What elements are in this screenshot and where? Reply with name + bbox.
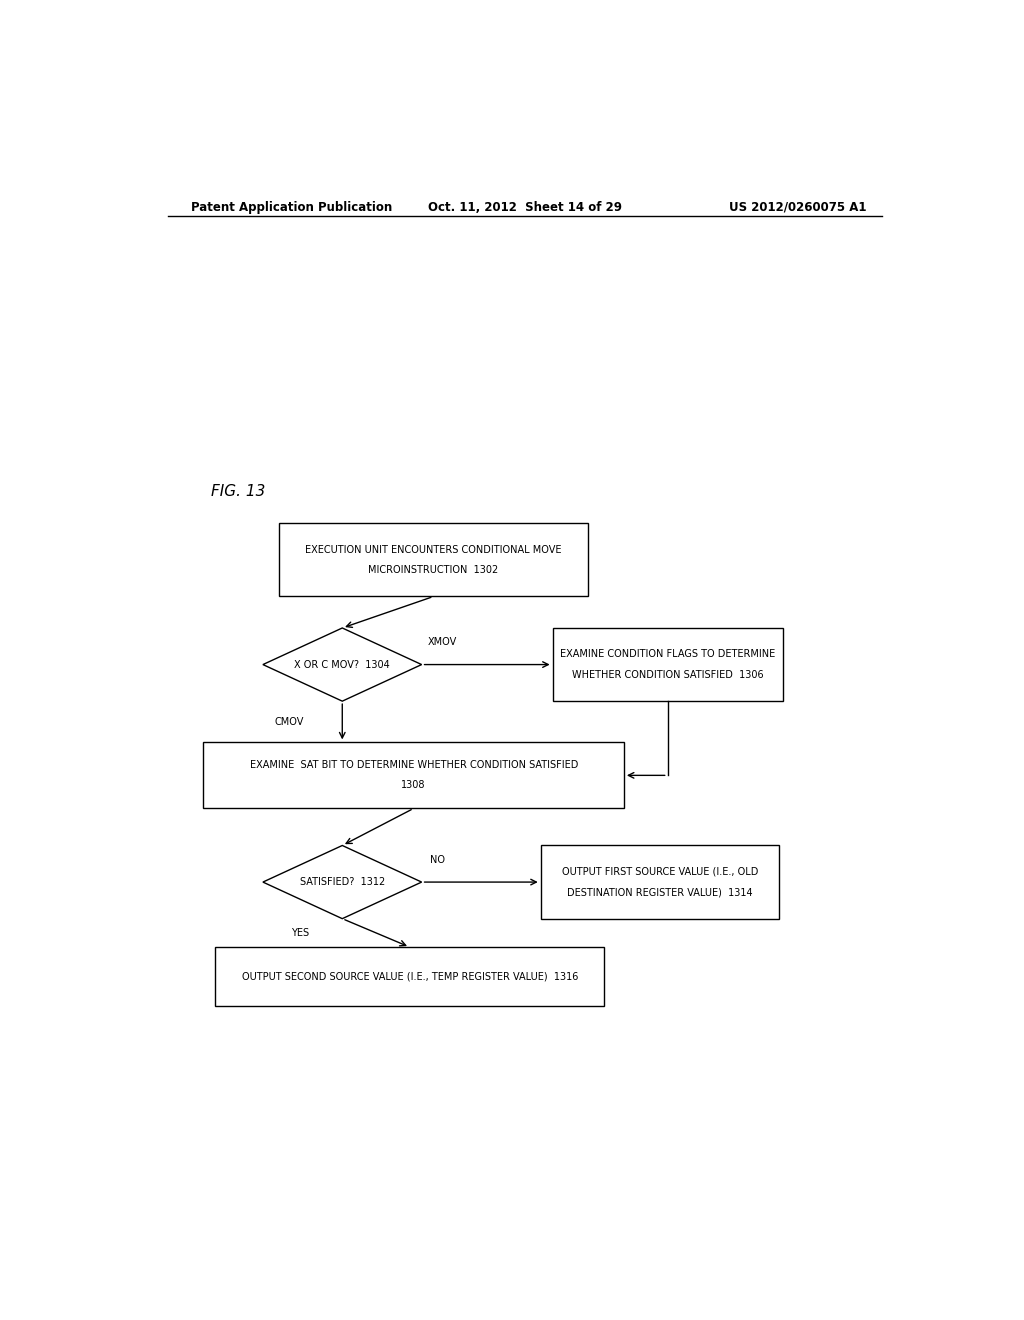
- Text: EXAMINE  SAT BIT TO DETERMINE WHETHER CONDITION SATISFIED: EXAMINE SAT BIT TO DETERMINE WHETHER CON…: [250, 760, 578, 771]
- FancyBboxPatch shape: [204, 742, 624, 808]
- Text: EXECUTION UNIT ENCOUNTERS CONDITIONAL MOVE: EXECUTION UNIT ENCOUNTERS CONDITIONAL MO…: [305, 545, 562, 554]
- Polygon shape: [263, 846, 422, 919]
- Text: CMOV: CMOV: [274, 717, 304, 727]
- FancyBboxPatch shape: [279, 523, 588, 597]
- Text: XMOV: XMOV: [428, 638, 458, 647]
- Text: DESTINATION REGISTER VALUE)  1314: DESTINATION REGISTER VALUE) 1314: [567, 887, 753, 898]
- Text: Patent Application Publication: Patent Application Publication: [191, 201, 393, 214]
- Text: FIG. 13: FIG. 13: [211, 484, 265, 499]
- Text: EXAMINE CONDITION FLAGS TO DETERMINE: EXAMINE CONDITION FLAGS TO DETERMINE: [560, 649, 775, 659]
- Text: YES: YES: [291, 928, 309, 939]
- Text: NO: NO: [430, 855, 444, 865]
- Text: 1308: 1308: [401, 780, 426, 791]
- Text: Oct. 11, 2012  Sheet 14 of 29: Oct. 11, 2012 Sheet 14 of 29: [428, 201, 622, 214]
- Text: SATISFIED?  1312: SATISFIED? 1312: [300, 876, 385, 887]
- FancyBboxPatch shape: [541, 846, 779, 919]
- Text: US 2012/0260075 A1: US 2012/0260075 A1: [728, 201, 866, 214]
- Text: MICROINSTRUCTION  1302: MICROINSTRUCTION 1302: [369, 565, 499, 576]
- Text: X OR C MOV?  1304: X OR C MOV? 1304: [294, 660, 390, 669]
- FancyBboxPatch shape: [553, 628, 782, 701]
- Text: OUTPUT SECOND SOURCE VALUE (I.E., TEMP REGISTER VALUE)  1316: OUTPUT SECOND SOURCE VALUE (I.E., TEMP R…: [242, 972, 578, 982]
- Text: OUTPUT FIRST SOURCE VALUE (I.E., OLD: OUTPUT FIRST SOURCE VALUE (I.E., OLD: [561, 867, 758, 876]
- Polygon shape: [263, 628, 422, 701]
- FancyBboxPatch shape: [215, 948, 604, 1006]
- Text: WHETHER CONDITION SATISFIED  1306: WHETHER CONDITION SATISFIED 1306: [571, 669, 764, 680]
